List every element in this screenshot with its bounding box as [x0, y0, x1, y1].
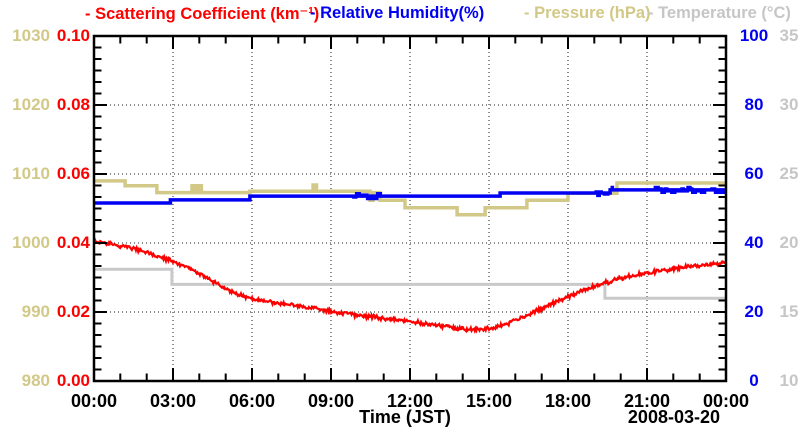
scattering-axis-tick-label: 0.10: [56, 26, 90, 45]
pressure-axis-tick-label: 1000: [12, 233, 50, 252]
legend-item-pressure: - Pressure (hPa): [524, 4, 651, 22]
humidity-axis-tick-label: 100: [739, 26, 769, 45]
humidity-axis-tick-label: 60: [744, 164, 764, 183]
x-axis-tick-label: 06:00: [228, 391, 276, 411]
x-axis-tick-label: 18:00: [544, 391, 592, 411]
x-axis-tick-label: 15:00: [465, 391, 513, 411]
x-axis-title: Time (JST): [359, 407, 451, 427]
legend-item-humidity: - Relative Humidity(%): [310, 4, 485, 22]
humidity-axis-tick-label: 40: [744, 233, 764, 252]
pressure-axis-tick-label: 1020: [12, 95, 50, 114]
scattering-axis-tick-label: 0.00: [56, 371, 90, 390]
scattering-axis-tick-label: 0.02: [56, 302, 90, 321]
x-axis-tick-label: 12:00: [386, 391, 434, 411]
scattering-axis-tick-label: 0.04: [56, 233, 90, 252]
x-axis-tick-label: 21:00: [623, 391, 671, 411]
pressure-axis-tick-label: 990: [21, 302, 50, 321]
x-axis-date: 2008-03-20: [627, 407, 720, 427]
x-axis-tick-label: 03:00: [149, 391, 197, 411]
x-axis-tick-label: 09:00: [307, 391, 355, 411]
legend-item-scattering: - Scattering Coefficient (km⁻¹): [85, 5, 320, 23]
scattering-axis-tick-label: 0.08: [56, 95, 90, 114]
humidity-axis-tick-label: 20: [744, 302, 764, 321]
humidity-axis-tick-label: 0: [749, 371, 759, 390]
scattering-axis-tick-label: 0.06: [56, 164, 90, 183]
humidity-axis-tick-label: 80: [744, 95, 764, 114]
temperature-axis-tick-label: 20: [779, 233, 799, 252]
pressure-axis-tick-label: 1010: [12, 164, 50, 183]
x-axis-tick-label: 00:00: [702, 391, 750, 411]
temperature-axis-tick-label: 35: [779, 26, 799, 45]
pressure-axis-tick-label: 980: [21, 371, 50, 390]
temperature-axis-tick-label: 30: [779, 95, 799, 114]
pressure-axis-tick-label: 1030: [12, 26, 50, 45]
temperature-axis-tick-label: 10: [779, 371, 799, 390]
temperature-axis-tick-label: 15: [779, 302, 799, 321]
x-axis-tick-label: 00:00: [70, 391, 118, 411]
legend-item-temperature: - Temperature (°C): [648, 4, 791, 22]
temperature-axis-tick-label: 25: [779, 164, 799, 183]
